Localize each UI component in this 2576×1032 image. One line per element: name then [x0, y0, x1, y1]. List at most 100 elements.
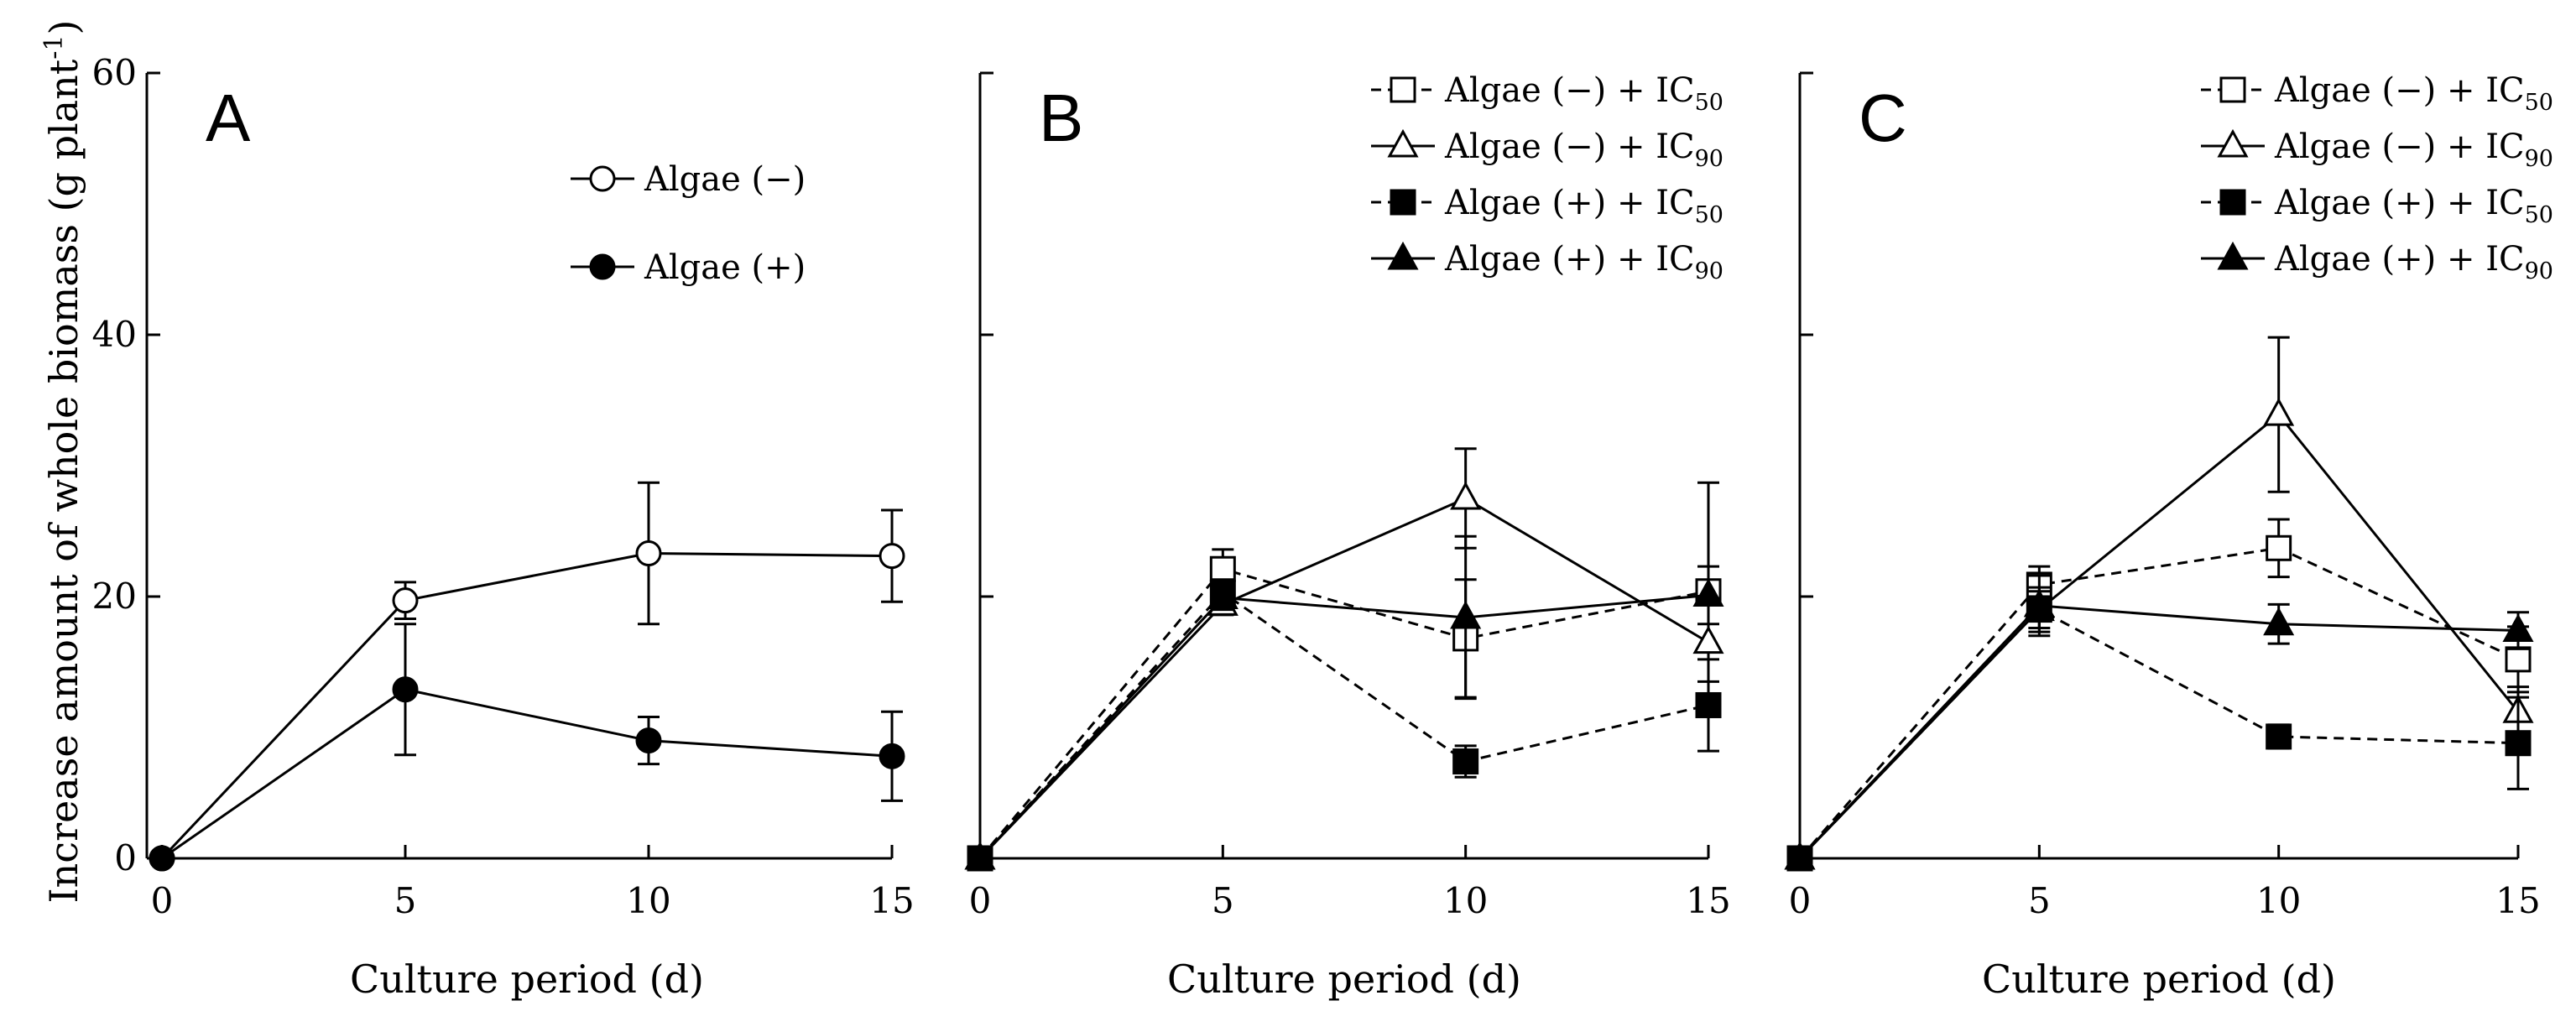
legend-item: Algae (−) + IC50 [2201, 71, 2553, 116]
legend-item: Algae (+) + IC90 [2201, 240, 2553, 284]
panel-letter: A [206, 81, 251, 155]
legend-item: Algae (+) [571, 248, 806, 287]
x-tick-label: 0 [151, 880, 174, 921]
series-line [1798, 546, 2519, 859]
data-point [2263, 607, 2295, 636]
legend-label-sub: 90 [2525, 258, 2553, 284]
data-point [2266, 723, 2292, 750]
legend-marker [589, 165, 616, 192]
series-line [1798, 413, 2520, 860]
legend-label-main: Algae (+) [644, 248, 806, 287]
x-axis-title: Culture period (d) [1982, 956, 2336, 1002]
legend-label: Algae (−) + IC50 [1444, 71, 1723, 116]
series-2 [1784, 336, 2534, 870]
legend-label-main: Algae (−) + IC [2274, 128, 2525, 166]
x-tick-label: 0 [969, 880, 992, 921]
legend-label: Algae (+) [644, 248, 806, 287]
series-4 [964, 534, 1724, 870]
legend-label-sub: 50 [2525, 202, 2553, 228]
x-tick-label: 15 [1686, 880, 1730, 921]
x-tick-label: 5 [1212, 880, 1234, 921]
legend-marker [1387, 241, 1419, 270]
data-point [1784, 841, 1816, 870]
x-axis-title: Culture period (d) [1167, 956, 1521, 1002]
y-axis-title-main: Increase amount of whole biomass (g plan… [41, 59, 86, 903]
legend-marker [589, 253, 616, 280]
data-point [2263, 398, 2295, 426]
series-3 [1786, 590, 2532, 872]
legend-marker [2217, 128, 2249, 158]
x-tick-label: 15 [2495, 880, 2540, 921]
legend-label: Algae (+) + IC90 [2274, 240, 2553, 284]
data-point [1209, 555, 1236, 582]
legend-marker [2219, 189, 2246, 216]
legend-label: Algae (+) + IC50 [1444, 184, 1723, 228]
data-point [149, 845, 175, 872]
data-point [1695, 691, 1722, 718]
legend-label-sub: 90 [1695, 146, 1723, 172]
x-tick-label: 10 [2256, 880, 2301, 921]
series-line [978, 591, 1709, 860]
series-3 [967, 578, 1722, 872]
y-tick-label: 60 [92, 52, 137, 93]
legend-item: Algae (+) + IC90 [1371, 240, 1723, 284]
legend-label-main: Algae (+) + IC [2274, 240, 2525, 279]
panel-letter: C [1859, 81, 1907, 155]
series-line [160, 552, 893, 860]
legend-item: Algae (+) + IC50 [2201, 184, 2553, 228]
legend-item: Algae (−) + IC90 [1371, 128, 1723, 172]
legend-label-main: Algae (+) + IC [2274, 184, 2525, 222]
legend-item: Algae (−) + IC50 [1371, 71, 1723, 116]
legend-label-sub: 50 [1695, 202, 1723, 228]
legend-label-main: Algae (−) [644, 160, 806, 199]
legend-label: Algae (−) [644, 160, 806, 199]
series-line [1798, 607, 2519, 860]
legend-label-main: Algae (+) + IC [1444, 184, 1695, 222]
legend-label: Algae (+) + IC50 [2274, 184, 2553, 228]
legend-marker [1390, 189, 1416, 216]
data-point [2266, 534, 2292, 561]
data-point [1692, 625, 1724, 654]
legend-label-sub: 50 [1695, 90, 1723, 116]
y-tick-label: 0 [114, 837, 137, 878]
y-axis-title-close: ) [41, 20, 86, 35]
series-line [161, 688, 893, 860]
data-point [392, 676, 419, 703]
legend-label: Algae (−) + IC50 [2274, 71, 2553, 116]
data-point [635, 540, 662, 567]
y-axis-title: Increase amount of whole biomass (g plan… [39, 20, 86, 904]
legend-label-main: Algae (−) + IC [1444, 128, 1695, 166]
legend-label-sub: 50 [2525, 90, 2553, 116]
y-tick-label: 20 [92, 576, 137, 617]
data-point [1450, 600, 1482, 629]
legend-label-main: Algae (+) + IC [1444, 240, 1695, 279]
data-point [2505, 730, 2532, 757]
data-point [879, 743, 905, 769]
series-4 [1784, 574, 2534, 870]
legend-marker [2217, 241, 2249, 270]
data-point [879, 543, 905, 570]
series-line [978, 567, 1709, 859]
y-axis-title-sup: -1 [39, 34, 69, 59]
legend-label-sub: 90 [2525, 146, 2553, 172]
series-1 [149, 481, 905, 872]
data-point [635, 727, 662, 754]
x-tick-label: 5 [394, 880, 417, 921]
legend-marker [1390, 76, 1416, 103]
data-point [1207, 581, 1238, 610]
legend-label-main: Algae (−) + IC [1444, 71, 1695, 110]
legend-item: Algae (+) + IC50 [1371, 184, 1723, 228]
legend-label-main: Algae (−) + IC [2274, 71, 2525, 110]
x-tick-label: 15 [869, 880, 914, 921]
series-2 [149, 623, 905, 872]
legend-label: Algae (−) + IC90 [1444, 128, 1723, 172]
x-tick-label: 10 [1443, 880, 1488, 921]
legend-label-sub: 90 [1695, 258, 1723, 284]
series-2 [964, 447, 1724, 870]
y-tick-label: 40 [92, 314, 137, 355]
legend-marker [1387, 128, 1419, 158]
